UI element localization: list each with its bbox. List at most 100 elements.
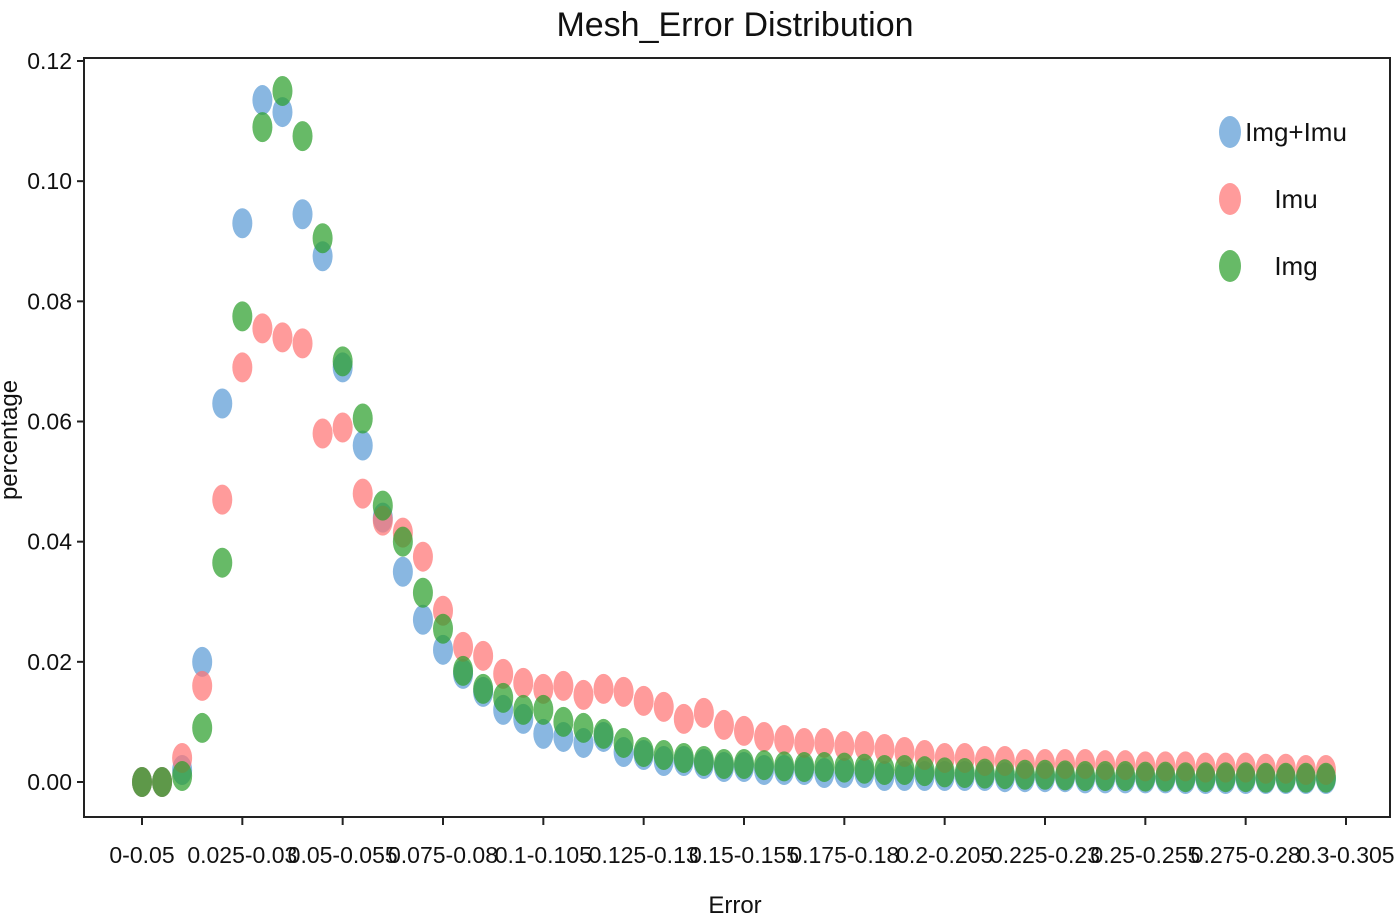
data-point (693, 697, 714, 728)
plot-frame (83, 57, 1391, 818)
legend-marker (1219, 116, 1241, 148)
y-axis-label: percentage (0, 380, 23, 500)
data-point (553, 670, 574, 701)
data-point (774, 724, 795, 755)
data-point (493, 682, 514, 713)
data-point (1135, 761, 1156, 792)
y-axis: 0.00 0.02 0.04 0.06 0.08 0.10 0.12 (27, 48, 84, 795)
data-point (453, 631, 474, 662)
data-point (1275, 762, 1296, 793)
data-point (252, 112, 273, 143)
data-point (232, 352, 253, 383)
data-point (794, 727, 815, 758)
data-point (272, 322, 293, 353)
data-point (1215, 762, 1236, 793)
chart-title: Mesh_Error Distribution (556, 6, 913, 44)
data-point (513, 667, 534, 698)
data-point (1255, 762, 1276, 793)
data-point (412, 604, 433, 635)
data-point (593, 673, 614, 704)
legend-marker (1219, 250, 1241, 282)
x-tick-label: 0.075-0.08 (388, 842, 498, 868)
x-tick-label: 0.275-0.28 (1191, 842, 1301, 868)
data-point (794, 751, 815, 782)
y-tick-label: 0.12 (27, 48, 72, 74)
data-point (854, 753, 875, 784)
data-point (593, 718, 614, 749)
data-point (473, 673, 494, 704)
data-point (894, 754, 915, 785)
data-point (172, 760, 193, 791)
data-point (1315, 762, 1336, 793)
data-point (934, 757, 955, 788)
data-point (974, 758, 995, 789)
data-point (212, 547, 233, 578)
data-point (553, 706, 574, 737)
data-point (1035, 759, 1055, 790)
data-point (513, 694, 534, 725)
data-point (834, 730, 855, 761)
y-tick-label: 0.08 (27, 288, 72, 314)
y-tick-label: 0.02 (27, 649, 72, 675)
data-point (774, 751, 795, 782)
x-tick-label: 0.2-0.205 (896, 842, 993, 868)
y-tick-label: 0.00 (27, 769, 72, 795)
data-point (433, 634, 453, 665)
data-point (1075, 760, 1096, 791)
data-point (292, 121, 313, 152)
data-point (1195, 762, 1216, 793)
data-point (573, 712, 594, 743)
data-point (332, 412, 353, 443)
data-point (152, 767, 173, 797)
x-tick-label: 0.025-0.03 (187, 842, 297, 868)
data-point (1095, 760, 1116, 791)
series-img (132, 76, 1336, 797)
data-point (473, 640, 494, 671)
x-tick-label: 0.125-0.13 (589, 842, 699, 868)
data-point (734, 748, 754, 779)
data-point (613, 676, 634, 707)
data-point (633, 685, 654, 716)
data-point (1055, 760, 1076, 791)
x-tick-label: 0.225-0.23 (990, 842, 1100, 868)
data-point (352, 403, 373, 434)
data-point (232, 208, 253, 239)
data-point (673, 742, 694, 773)
data-point (1175, 762, 1196, 793)
data-point (653, 739, 674, 770)
series-img-imu (132, 85, 1336, 797)
data-point (1014, 759, 1035, 790)
data-point (232, 301, 253, 332)
data-point (453, 655, 474, 686)
data-point (212, 388, 233, 419)
data-point (533, 718, 554, 749)
legend-marker (1219, 183, 1241, 215)
data-point (372, 490, 393, 521)
data-point (874, 754, 895, 785)
y-tick-label: 0.04 (27, 529, 72, 555)
data-point (673, 703, 694, 734)
data-points (132, 76, 1336, 797)
data-point (312, 418, 333, 449)
data-point (212, 484, 233, 515)
data-point (493, 658, 514, 689)
data-point (854, 730, 875, 761)
data-point (292, 328, 313, 359)
data-point (994, 759, 1015, 790)
data-point (693, 745, 714, 776)
data-point (814, 727, 835, 758)
data-point (814, 751, 835, 782)
data-point (533, 673, 554, 704)
x-axis: 0-0.05 0.025-0.030.05-0.0550.075-0.080.1-… (109, 817, 1395, 868)
data-point (272, 97, 293, 128)
x-axis-label: Error (708, 892, 761, 919)
data-point (1235, 762, 1256, 793)
data-point (412, 577, 433, 608)
data-point (1155, 761, 1176, 792)
data-point (192, 670, 213, 701)
data-point (914, 756, 935, 787)
data-point (713, 709, 734, 740)
x-tick-label: 0.1-0.105 (495, 842, 592, 868)
data-point (754, 721, 775, 752)
x-tick-label: 0.15-0.155 (689, 842, 799, 868)
